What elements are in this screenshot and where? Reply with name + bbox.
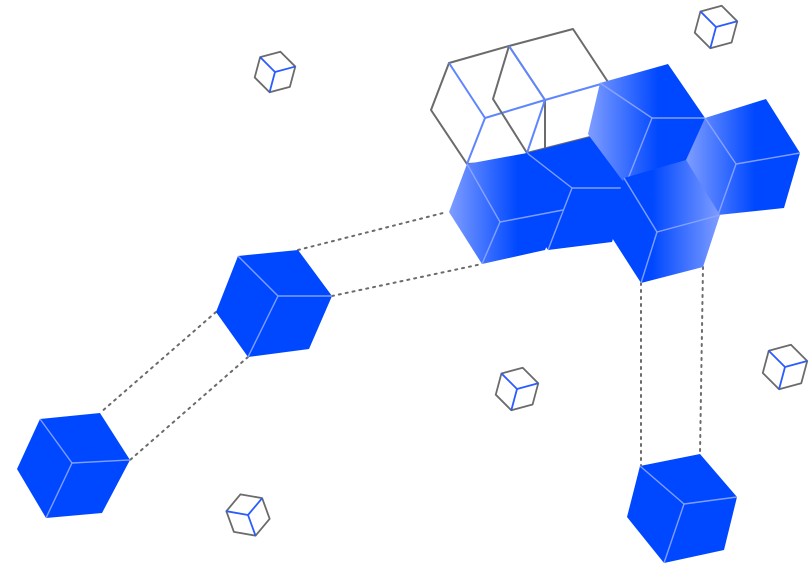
solid-cube-cluster [17,64,801,564]
solid-cube [449,153,564,265]
small-outline-cube [225,493,271,537]
small-outline-cube [761,343,809,391]
connector-line [297,211,448,251]
connector-line [99,311,217,414]
solid-cube [17,413,131,519]
connector-line [331,263,483,297]
small-outline-cube [494,366,540,412]
small-outline-cube [693,4,739,50]
connector-line [699,266,704,455]
solid-cube [686,99,801,216]
small-outline-cube [253,50,297,94]
small-outline-cubes [225,4,809,537]
outline-cube-large [430,45,546,165]
solid-cube [627,454,738,564]
connector-lines [99,211,704,467]
solid-cube [607,160,721,284]
solid-cube [216,250,332,358]
connector-line [129,356,249,461]
